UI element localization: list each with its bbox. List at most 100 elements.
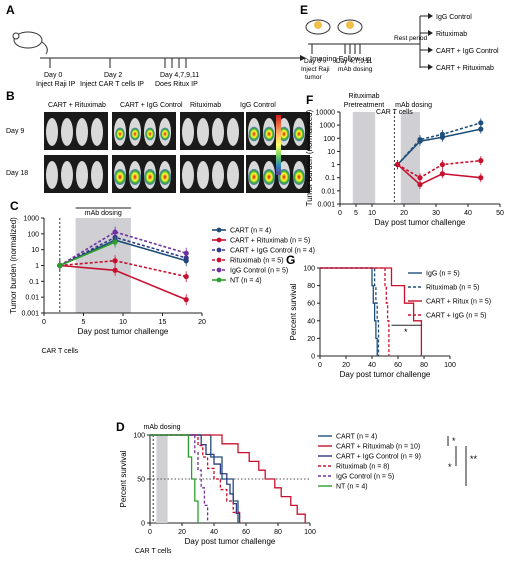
- panel-letter-e: E: [300, 3, 308, 17]
- y-tick-label: 1000: [23, 216, 39, 223]
- signal-spot: [293, 169, 305, 185]
- x-tick-label: 0: [148, 529, 152, 536]
- event-day-2: Day 4,7,9,11: [160, 72, 199, 79]
- panel-letter-f: F: [306, 93, 313, 107]
- sig-label: *: [448, 462, 452, 472]
- series-line: [59, 241, 116, 267]
- series-line: [397, 163, 481, 186]
- chart-tumor-burden-f: F 0.001 0.01 0.1 1 10 100 1000 10000 0 5 10 20 30 40 50…: [305, 93, 504, 227]
- signal-spot: [129, 169, 141, 185]
- y-tick-label: 10000: [316, 110, 336, 117]
- e-day0: Day 0: [304, 58, 321, 65]
- mouse-silhouette: [46, 118, 58, 146]
- legend-label: IgG Control (n = 5): [336, 474, 394, 481]
- x-tick-label: 80: [274, 529, 282, 536]
- sig-label: *: [452, 436, 456, 446]
- x-tick-label: 60: [394, 362, 402, 369]
- x-tick-label: 0: [42, 319, 46, 326]
- data-point: [417, 181, 423, 188]
- y-tick-label: 60: [307, 301, 315, 308]
- y-tick-label: 50: [137, 477, 145, 484]
- x-tick-label: 20: [178, 529, 186, 536]
- data-point: [478, 120, 484, 126]
- event-day-0: Day 0: [44, 72, 62, 79]
- y-tick-label: 1: [331, 162, 335, 169]
- data-point: [183, 250, 189, 256]
- data-point: [183, 273, 189, 280]
- chart-tumor-burden-c: C 0.001 0.01 0.1 1 10 100 1000 0 5 10 15 20 Day post …: [9, 199, 315, 355]
- mouse-silhouette: [197, 161, 209, 189]
- group-label-1: CART + IgG Control: [120, 102, 183, 109]
- mouse-silhouette: [182, 118, 194, 146]
- mouse-silhouette: [61, 161, 73, 189]
- arm-1: Rituximab: [436, 31, 467, 38]
- data-point: [57, 262, 63, 269]
- signal-spot: [130, 127, 140, 141]
- y-tick-label: 40: [307, 318, 315, 325]
- car-t-label: CAR T cells: [135, 548, 172, 555]
- e-day4: Day 4,7,9,11: [336, 58, 373, 65]
- legend-marker: [216, 277, 222, 283]
- mouse-icon-e1: [305, 19, 331, 35]
- x-tick-label: 20: [400, 210, 408, 217]
- survival-curve: [150, 434, 306, 523]
- legend-label: CART + IgG Control (n = 4): [230, 248, 315, 255]
- legend-label: CART + IgG (n = 5): [426, 313, 486, 320]
- data-point: [417, 136, 423, 143]
- y-tick-label: 0.01: [321, 188, 335, 195]
- legend-label: CART + IgG Control (n = 9): [336, 454, 421, 461]
- signal-spot: [263, 169, 275, 185]
- survival-curve: [320, 267, 378, 356]
- signal-spot: [114, 169, 126, 185]
- colorbar: [276, 115, 281, 175]
- e-day0-desc1: Inject Raji: [301, 66, 330, 73]
- x-tick-label: 20: [198, 319, 206, 326]
- y-tick-label: 1: [35, 263, 39, 270]
- x-axis-label: Day post tumor challenge: [340, 370, 431, 379]
- survival-curve: [320, 267, 390, 356]
- y-tick-label: 10: [31, 247, 39, 254]
- x-tick-label: 20: [342, 362, 350, 369]
- signal-spot: [278, 126, 290, 142]
- chart-survival-g: G 0 20 40 60 80 100 0 20 40 60 80 100 Day post tumor …: [286, 253, 491, 379]
- y-tick-label: 0.1: [325, 175, 335, 182]
- series-line: [397, 122, 482, 166]
- rest-period-label: Rest period: [394, 35, 428, 42]
- data-point: [417, 175, 423, 181]
- mouse-silhouette: [227, 118, 239, 146]
- panel-letter-c: C: [10, 199, 19, 213]
- data-point: [112, 229, 118, 235]
- mouse-silhouette: [227, 161, 239, 189]
- x-tick-label: 10: [368, 210, 376, 217]
- x-tick-label: 0: [338, 210, 342, 217]
- legend-label: Rituximab (n = 8): [336, 464, 390, 471]
- x-tick-label: 10: [119, 319, 127, 326]
- x-tick-label: 5: [82, 319, 86, 326]
- data-point: [112, 258, 118, 264]
- survival-curve: [320, 267, 423, 356]
- event-day-1: Day 2: [104, 72, 122, 79]
- event-desc-2: Does Ritux IP: [155, 81, 198, 88]
- panel-letter-d: D: [116, 420, 125, 434]
- x-axis-label: Day post tumor challenge: [78, 327, 169, 336]
- legend-label: CART (n = 4): [230, 228, 271, 235]
- y-tick-label: 0.1: [29, 279, 39, 286]
- y-tick-label: 80: [307, 283, 315, 290]
- signal-spot: [144, 169, 156, 185]
- car-t-label: CAR T cells: [376, 109, 413, 116]
- survival-curve: [150, 434, 199, 523]
- x-tick-label: 50: [496, 210, 504, 217]
- sig-label: *: [404, 327, 408, 337]
- y-axis-label: Percent survival: [289, 283, 298, 340]
- x-tick-label: 40: [464, 210, 472, 217]
- series-line: [59, 231, 187, 267]
- signal-spot: [263, 126, 275, 142]
- y-tick-label: 0: [141, 521, 145, 528]
- signal-spot: [159, 169, 171, 185]
- row-label-day9: Day 9: [6, 128, 24, 135]
- y-tick-label: 100: [27, 231, 39, 238]
- legend-marker: [216, 227, 222, 233]
- x-tick-label: 40: [368, 362, 376, 369]
- panel-letter-g: G: [286, 253, 295, 267]
